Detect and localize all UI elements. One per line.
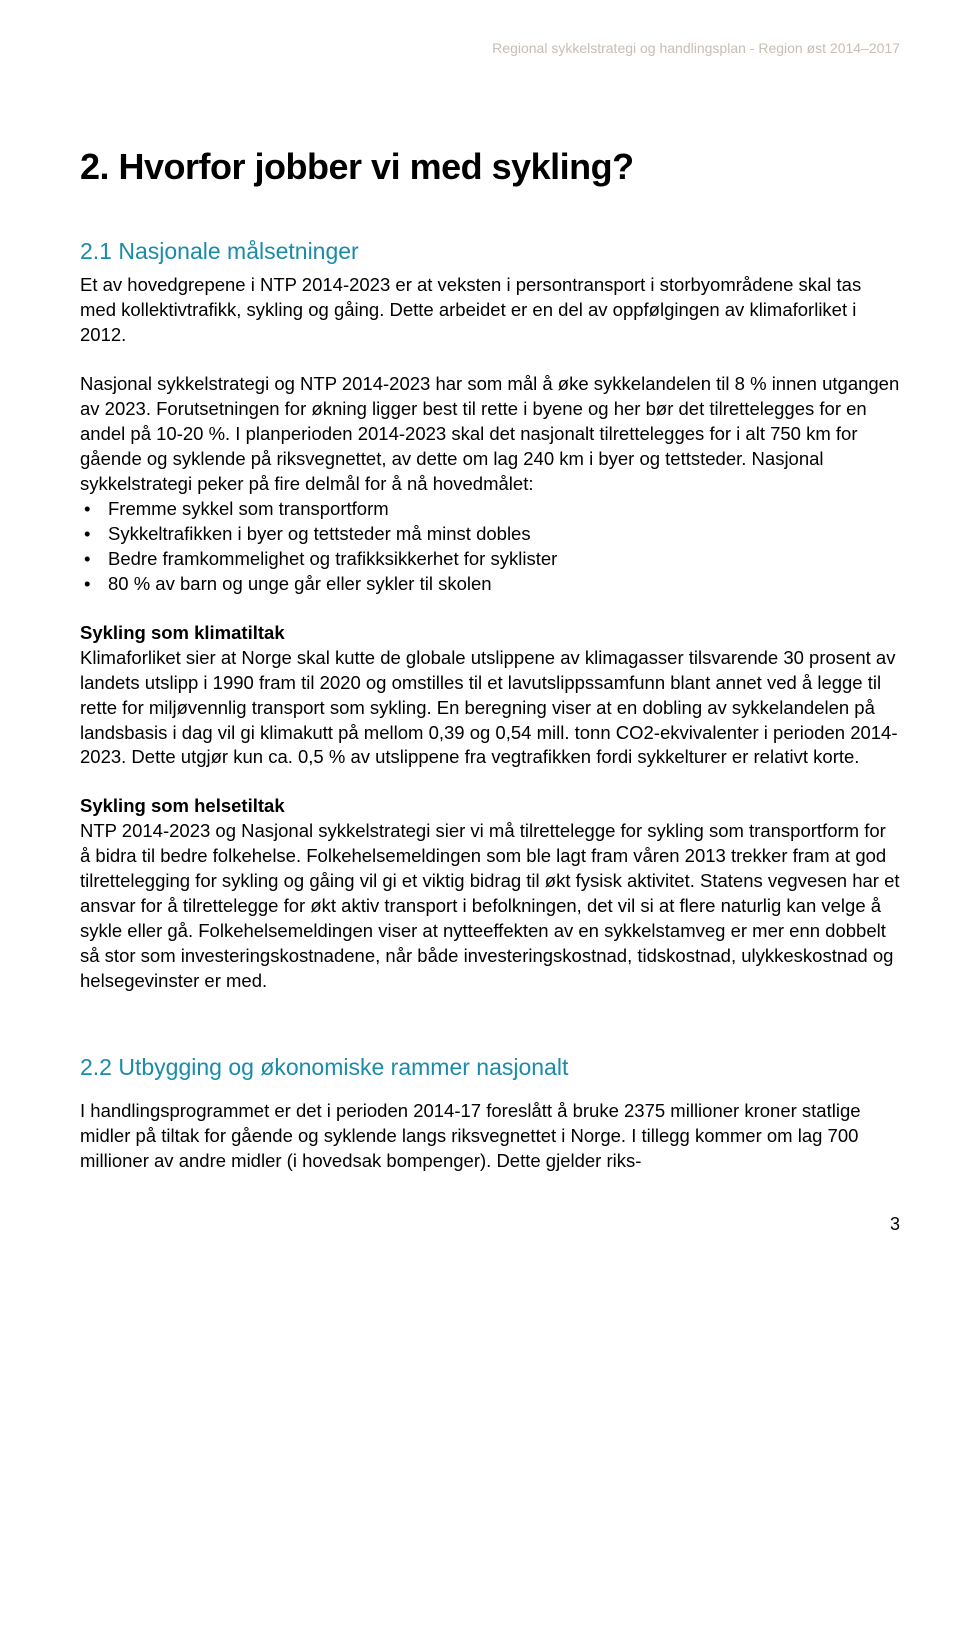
list-item: Sykkeltrafikken i byer og tettsteder må … (80, 522, 900, 547)
section-22-heading: 2.2 Utbygging og økonomiske rammer nasjo… (80, 1054, 900, 1081)
helse-title: Sykling som helsetiltak (80, 795, 285, 816)
section-21-para1: Et av hovedgrepene i NTP 2014-2023 er at… (80, 273, 900, 348)
chapter-heading: 2. Hvorfor jobber vi med sykling? (80, 146, 900, 188)
klima-section: Sykling som klimatiltak Klimaforliket si… (80, 621, 900, 771)
helse-section: Sykling som helsetiltak NTP 2014-2023 og… (80, 794, 900, 994)
section-21-para2: Nasjonal sykkelstrategi og NTP 2014-2023… (80, 372, 900, 497)
bullet-list: Fremme sykkel som transportform Sykkeltr… (80, 497, 900, 597)
list-item: Bedre framkommelighet og trafikksikkerhe… (80, 547, 900, 572)
list-item: 80 % av barn og unge går eller sykler ti… (80, 572, 900, 597)
klima-text: Klimaforliket sier at Norge skal kutte d… (80, 647, 898, 768)
section-21-heading: 2.1 Nasjonale målsetninger (80, 238, 900, 265)
klima-title: Sykling som klimatiltak (80, 622, 285, 643)
list-item: Fremme sykkel som transportform (80, 497, 900, 522)
document-header: Regional sykkelstrategi og handlingsplan… (80, 40, 900, 56)
page-number: 3 (80, 1214, 900, 1235)
section-22-para: I handlingsprogrammet er det i perioden … (80, 1099, 900, 1174)
helse-text: NTP 2014-2023 og Nasjonal sykkelstrategi… (80, 820, 900, 991)
